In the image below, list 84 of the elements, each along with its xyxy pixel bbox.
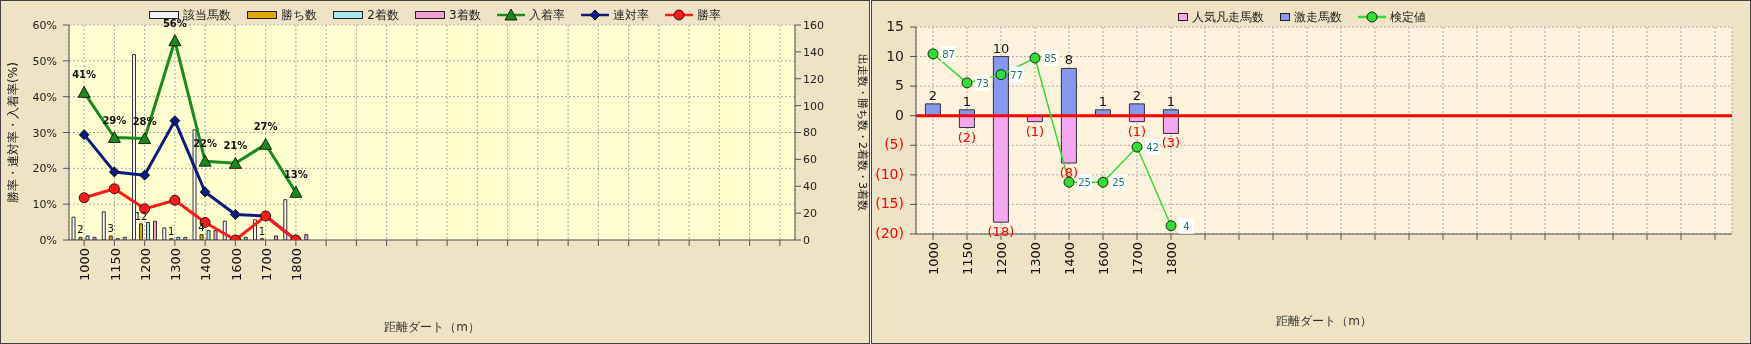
x-tick-label: 1300 bbox=[1028, 242, 1044, 276]
legend-label: 検定値 bbox=[1389, 8, 1426, 26]
y2-tick-label: 40 bbox=[803, 180, 817, 194]
x-tick-label: 1600 bbox=[1096, 242, 1112, 276]
data-label: 42 bbox=[1146, 142, 1159, 154]
x-tick-label: 1700 bbox=[1130, 242, 1146, 276]
data-label: 2 bbox=[77, 224, 84, 236]
y2-tick-label: 100 bbox=[803, 99, 824, 113]
legend-label: 連対率 bbox=[611, 6, 649, 24]
y2-tick-label: 60 bbox=[803, 153, 817, 167]
data-label: 73 bbox=[976, 77, 989, 89]
data-label: 41% bbox=[72, 69, 97, 81]
y-tick-label: 50% bbox=[32, 54, 57, 68]
y-tick-label: 5 bbox=[895, 77, 904, 94]
y-tick-label: (20) bbox=[875, 225, 904, 241]
x-axis-title: 距離ダート（m） bbox=[1276, 314, 1372, 328]
data-label: 13% bbox=[283, 169, 308, 181]
data-label: 29% bbox=[102, 114, 127, 126]
legend-label: 勝ち数 bbox=[280, 6, 318, 24]
data-label: 4 bbox=[198, 221, 205, 233]
data-label: 25 bbox=[1078, 177, 1091, 189]
y-tick-label: 20% bbox=[32, 162, 57, 176]
y-axis-title: 勝率・連対率・入着率(%) bbox=[6, 62, 21, 203]
data-label: (2) bbox=[957, 129, 977, 145]
x-tick-label: 1600 bbox=[228, 248, 244, 282]
x-tick-label: 1400 bbox=[1062, 242, 1078, 276]
x-tick-label: 1700 bbox=[258, 248, 274, 282]
y2-tick-label: 160 bbox=[803, 18, 824, 32]
y-tick-label: (5) bbox=[884, 136, 904, 153]
legend-label: 勝率 bbox=[695, 6, 721, 24]
y-tick-label: 10% bbox=[32, 198, 57, 212]
x-tick-label: 1000 bbox=[926, 242, 942, 276]
x-tick-label: 1000 bbox=[77, 248, 93, 282]
y2-tick-label: 140 bbox=[803, 45, 824, 59]
y2-tick-label: 80 bbox=[803, 126, 817, 140]
legend-label: 3着数 bbox=[448, 6, 481, 24]
legend-label: 入着率 bbox=[527, 6, 565, 24]
y-tick-label: 40% bbox=[32, 90, 57, 104]
y2-tick-label: 120 bbox=[803, 72, 824, 86]
data-label: 1 bbox=[168, 225, 175, 237]
y-tick-label: 15 bbox=[886, 18, 904, 34]
legend-label: 2着数 bbox=[366, 6, 399, 24]
data-label: (1) bbox=[1025, 123, 1045, 139]
data-label: 1 bbox=[962, 93, 972, 109]
y-tick-label: 30% bbox=[32, 126, 57, 140]
x-tick-label: 1800 bbox=[289, 248, 305, 282]
data-label: 12 bbox=[134, 210, 148, 222]
data-label: 87 bbox=[942, 48, 955, 60]
data-label: 2 bbox=[928, 87, 938, 103]
data-label: 1 bbox=[1098, 93, 1108, 109]
x-tick-label: 1200 bbox=[137, 248, 153, 282]
x-axis-title: 距離ダート（m） bbox=[384, 320, 480, 334]
data-label: 21% bbox=[223, 140, 248, 152]
y-tick-label: 0 bbox=[895, 106, 904, 123]
x-tick-label: 1150 bbox=[107, 248, 123, 282]
data-label: 25 bbox=[1112, 177, 1125, 189]
data-label: 27% bbox=[253, 121, 278, 133]
x-tick-label: 1400 bbox=[198, 248, 214, 282]
y-tick-label: 60% bbox=[32, 19, 57, 32]
data-label: 2 bbox=[1132, 87, 1142, 103]
legend-label: 激走馬数 bbox=[1293, 8, 1342, 26]
x-tick-label: 1800 bbox=[1164, 242, 1180, 276]
data-label: 8 bbox=[1064, 52, 1074, 68]
x-tick-label: 1300 bbox=[168, 248, 184, 282]
legend-label: 人気凡走馬数 bbox=[1191, 8, 1264, 26]
x-tick-label: 1150 bbox=[960, 242, 976, 276]
y-tick-label: 0% bbox=[39, 234, 57, 247]
data-label: (3) bbox=[1161, 135, 1181, 151]
y-tick-label: (15) bbox=[875, 195, 904, 212]
data-label: (1) bbox=[1127, 123, 1147, 139]
y-tick-label: 10 bbox=[886, 47, 904, 64]
data-label: 85 bbox=[1044, 53, 1057, 65]
y-tick-label: (10) bbox=[875, 165, 904, 182]
data-label: 3 bbox=[107, 222, 114, 234]
data-label: 1 bbox=[258, 225, 266, 237]
data-label: 1 bbox=[1166, 93, 1176, 109]
data-label: 77 bbox=[1010, 69, 1023, 81]
x-tick-label: 1200 bbox=[994, 242, 1010, 276]
y2-axis-title: 出走数・勝ち数・2着数・3着数 bbox=[856, 54, 870, 211]
y2-tick-label: 20 bbox=[803, 207, 817, 221]
y2-tick-label: 0 bbox=[803, 233, 810, 247]
data-label: (18) bbox=[987, 224, 1015, 240]
data-label: 10 bbox=[992, 40, 1010, 56]
data-label: 4 bbox=[1183, 220, 1190, 232]
